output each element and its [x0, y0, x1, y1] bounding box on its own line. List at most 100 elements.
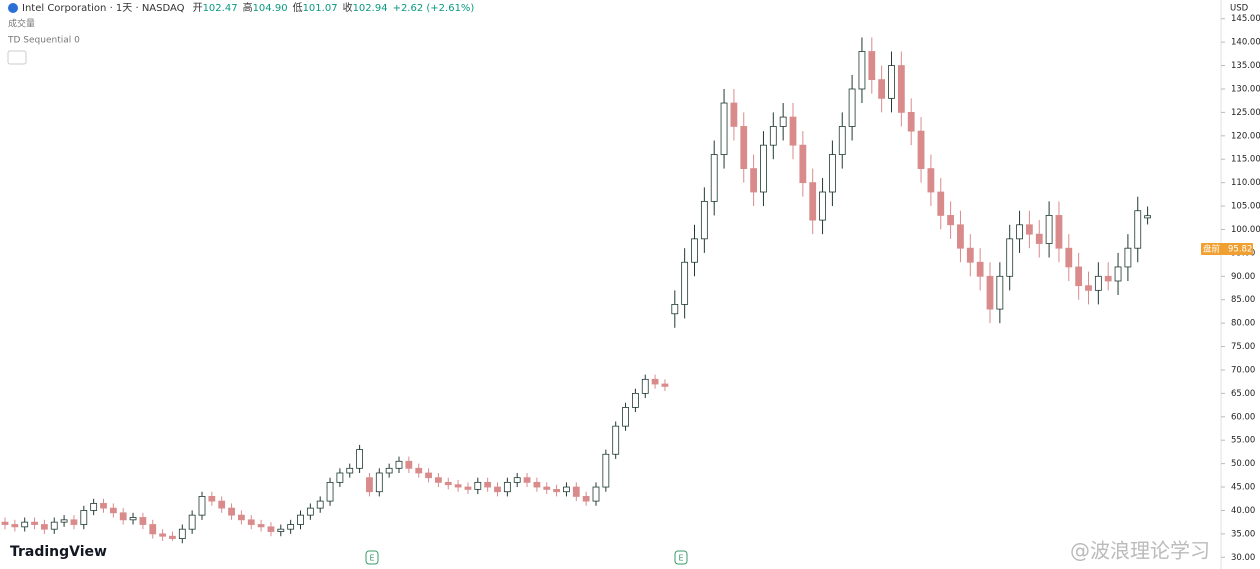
quote-value: 104.90	[253, 3, 288, 14]
y-tick-label: 115.00	[1231, 155, 1260, 165]
watermark: @波浪理论学习	[1070, 539, 1210, 563]
y-tick-label: 60.00	[1231, 412, 1255, 422]
candle-body	[592, 486, 600, 502]
y-tick-label: 40.00	[1231, 506, 1255, 516]
y-tick-label: 140.00	[1231, 38, 1260, 48]
candle-body	[888, 65, 895, 99]
candle-body	[395, 460, 403, 469]
candle-body	[641, 378, 649, 394]
event-label: E	[678, 554, 683, 563]
candle-body	[425, 472, 432, 479]
candle-body	[858, 51, 866, 90]
candle-body	[454, 484, 462, 488]
candle-body	[306, 507, 314, 516]
header: Intel Corporation · 1天 · NASDAQ 开102.47 高1…	[22, 1, 474, 14]
candle-body	[366, 477, 373, 493]
candle-body	[740, 126, 748, 169]
y-tick-label: 90.00	[1231, 272, 1255, 282]
y-tick-label: 75.00	[1231, 342, 1255, 352]
candle-body	[41, 524, 48, 530]
candle-body	[336, 472, 344, 483]
candle-body	[809, 182, 817, 221]
symbol: Intel Corporation · 1天 · NASDAQ	[22, 3, 185, 14]
quote-label: 低	[293, 1, 303, 14]
candle-body	[21, 521, 29, 528]
candle-body	[208, 496, 216, 502]
currency[interactable]: USD	[1230, 4, 1249, 14]
candle-body	[996, 275, 1004, 310]
candle-body	[474, 481, 482, 490]
y-tick-label: 135.00	[1231, 61, 1260, 71]
candle-body	[582, 496, 590, 502]
candle-body	[1144, 215, 1151, 219]
candle-body	[149, 524, 157, 535]
candle-body	[100, 503, 107, 509]
candle-body	[326, 481, 334, 502]
y-tick-label: 85.00	[1231, 295, 1255, 305]
candle-body	[1094, 275, 1102, 291]
candle-body	[769, 126, 777, 146]
candle-body	[267, 526, 275, 532]
candle-body	[661, 383, 669, 387]
change: +2.62 (+2.61%)	[393, 3, 475, 14]
candle-body	[503, 481, 511, 493]
candle-body	[257, 524, 265, 528]
candle-body	[750, 168, 757, 193]
candle-body	[671, 304, 679, 315]
candle-body	[119, 512, 127, 521]
candle-body	[730, 102, 738, 127]
quote-value: 102.94	[353, 3, 388, 14]
y-tick-label: 30.00	[1231, 553, 1255, 563]
candle-body	[848, 88, 856, 127]
volume-label: 成交量	[8, 18, 35, 30]
candle-body	[1, 521, 9, 525]
quote-value: 101.07	[303, 3, 338, 14]
candle-body	[907, 111, 915, 132]
event-marker	[674, 550, 688, 565]
candle-body	[691, 238, 698, 263]
quote-label: 高	[243, 1, 253, 14]
candle-body	[563, 486, 570, 493]
indicator-label: TD Sequential 0	[7, 36, 80, 46]
candle-body	[159, 533, 167, 537]
candle-body	[178, 528, 186, 539]
candle-body	[720, 102, 728, 155]
candle-body	[937, 191, 945, 216]
y-tick-label: 80.00	[1231, 319, 1255, 329]
candle-body	[651, 378, 659, 385]
event-label: E	[369, 554, 374, 563]
candle-body	[523, 477, 531, 483]
candle-body	[1055, 215, 1063, 249]
candle-body	[799, 144, 807, 184]
candle-body	[838, 126, 846, 155]
candle-body	[247, 519, 255, 525]
y-tick-label: 145.00	[1231, 14, 1260, 24]
candle-body	[1006, 238, 1014, 277]
candle-body	[464, 486, 472, 490]
candle-body	[681, 261, 689, 305]
candle-body	[1104, 275, 1112, 282]
candle-body	[1045, 215, 1053, 244]
candle-body	[917, 130, 925, 169]
y-tick-label: 110.00	[1231, 178, 1260, 188]
candle-body	[513, 477, 521, 483]
candle-body	[957, 224, 964, 249]
candle-body	[572, 486, 580, 497]
candle-body	[612, 425, 620, 455]
candle-body	[829, 154, 836, 193]
collapse-button[interactable]	[7, 50, 27, 65]
candle-body	[622, 407, 629, 427]
quote-label: 开	[193, 3, 203, 14]
candle-body	[109, 507, 117, 514]
candle-body	[966, 247, 974, 263]
candle-body	[129, 517, 137, 521]
candle-body	[947, 215, 954, 226]
candle-body	[434, 477, 442, 483]
candle-body	[297, 514, 304, 525]
candle-body	[169, 535, 176, 539]
y-tick-label: 70.00	[1231, 365, 1255, 375]
quote-value: 102.47	[203, 3, 238, 14]
candle-body	[50, 521, 58, 530]
